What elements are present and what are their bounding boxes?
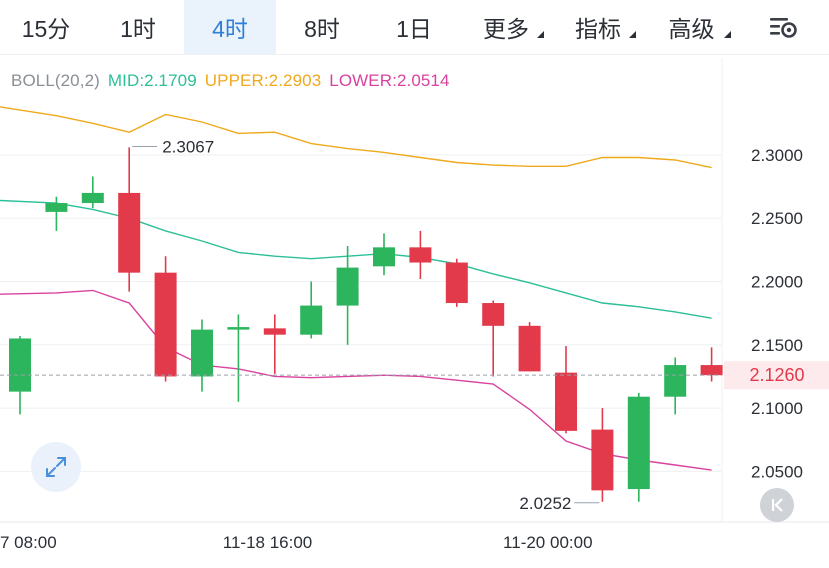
- boll-lower: LOWER:2.0514: [329, 71, 450, 90]
- y-tick-label: 2.3000: [751, 146, 803, 165]
- dropdown-triangle-icon: [629, 31, 636, 38]
- tab-5[interactable]: 更多: [460, 0, 552, 54]
- last-price-label: 2.1260: [749, 365, 804, 385]
- scroll-to-latest-button[interactable]: [760, 488, 794, 522]
- timeframe-tabs: 15分 1时 4时 8时 1日 更多 指标 高级: [0, 0, 829, 55]
- boll-upper: UPPER:2.2903: [204, 71, 322, 90]
- candle-body: [191, 329, 213, 377]
- candle-body: [9, 338, 31, 392]
- tab-label: 4时: [212, 16, 248, 42]
- tab-label: 15分: [21, 16, 71, 42]
- candle-body: [518, 325, 541, 372]
- candle-body: [336, 267, 359, 306]
- expand-icon: [46, 457, 66, 477]
- boll-name: BOLL(20,2): [11, 71, 100, 90]
- x-tick-label: 11-18 16:00: [223, 533, 312, 552]
- dropdown-triangle-icon: [537, 31, 544, 38]
- high-price-label: 2.3067: [162, 137, 214, 156]
- chart-settings-icon: [770, 18, 797, 38]
- candle-body: [700, 365, 723, 376]
- candle-body: [409, 247, 432, 263]
- candle-body: [591, 429, 614, 491]
- candle-body: [664, 365, 687, 397]
- candle-body: [81, 192, 104, 204]
- tab-label: 高级: [668, 16, 715, 42]
- candle-body: [300, 305, 323, 335]
- x-tick-label: 11-20 00:00: [503, 533, 592, 552]
- boll-upper-line: [0, 106, 712, 169]
- boll-mid: MID:2.1709: [107, 71, 197, 90]
- boll-indicator-legend[interactable]: BOLL(20,2) MID:2.1709 UPPER:2.2903 LOWER:2.…: [11, 71, 458, 91]
- candle-body: [482, 303, 505, 326]
- fullscreen-button[interactable]: [31, 442, 81, 492]
- y-tick-label: 2.2000: [751, 273, 803, 292]
- tab-label: 1时: [120, 16, 156, 42]
- y-tick-label: 2.2500: [751, 209, 803, 228]
- candle-body: [445, 262, 468, 304]
- tab-4[interactable]: 1日: [368, 0, 460, 54]
- tab-6[interactable]: 指标: [552, 0, 644, 54]
- candle-body: [555, 372, 577, 431]
- tab-0[interactable]: 15分: [0, 0, 92, 54]
- x-tick-label: 7 08:00: [0, 533, 57, 552]
- chevron-left-icon: [772, 498, 783, 512]
- tab-label: 更多: [483, 16, 529, 42]
- candle-body: [154, 272, 177, 377]
- candle-body: [45, 203, 68, 212]
- y-tick-label: 2.1000: [751, 399, 803, 418]
- tab-label: 8时: [304, 16, 340, 42]
- y-tick-label: 2.0500: [751, 462, 803, 481]
- y-tick-label: 2.1500: [751, 336, 803, 355]
- chart-settings-button[interactable]: [739, 0, 829, 54]
- tab-label: 指标: [575, 16, 621, 42]
- tab-2[interactable]: 4时: [184, 0, 276, 54]
- low-price-label: 2.0252: [519, 494, 571, 513]
- tab-3[interactable]: 8时: [276, 0, 368, 54]
- tab-7[interactable]: 高级: [644, 0, 739, 54]
- tab-label: 1日: [396, 16, 432, 42]
- candle-body: [263, 328, 286, 335]
- tab-1[interactable]: 1时: [92, 0, 184, 54]
- candle-body: [227, 327, 250, 330]
- last-price-tag-bg: [724, 361, 829, 390]
- dropdown-triangle-icon: [724, 31, 731, 38]
- candle-body: [118, 192, 141, 273]
- candle-body: [627, 396, 650, 490]
- candle-body: [373, 247, 395, 267]
